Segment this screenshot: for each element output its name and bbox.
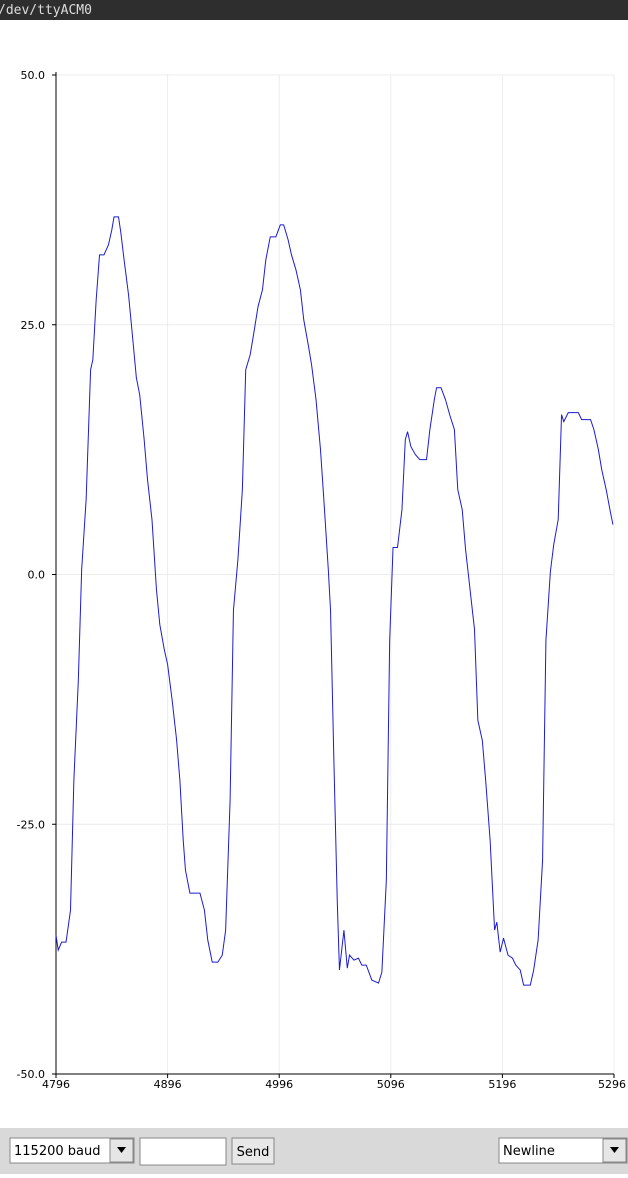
x-tick-label: 4896 [154,1078,182,1091]
arrow-icon [117,1147,126,1153]
send-button[interactable] [231,1137,275,1165]
y-tick-label: -50.0 [17,1068,45,1081]
x-tick-label: 5296 [598,1078,626,1091]
y-tick-label: -25.0 [17,818,45,831]
y-tick-label: 25.0 [21,319,46,332]
window-title: /dev/ttyACM0 [0,3,92,18]
y-tick-label: 50.0 [21,69,46,82]
x-tick-label: 4796 [42,1078,70,1091]
arrow-icon [610,1147,619,1153]
baud-text: 115200 baud [14,1144,100,1159]
data-line [55,216,614,986]
title-bar [0,0,628,20]
x-tick-label: 5096 [377,1078,405,1091]
plot: -50.0 -25.0 0.0 25.0 50.0 4796 4896 4996 5096 519… [17,69,626,1091]
y-tick-label: 0.0 [28,569,46,582]
line-ending-text: Newline [503,1144,555,1159]
input-field[interactable] [139,1137,227,1166]
x-tick-label: 4996 [265,1078,293,1091]
send-text: Send [237,1145,270,1160]
x-tick-label: 5196 [488,1078,516,1091]
